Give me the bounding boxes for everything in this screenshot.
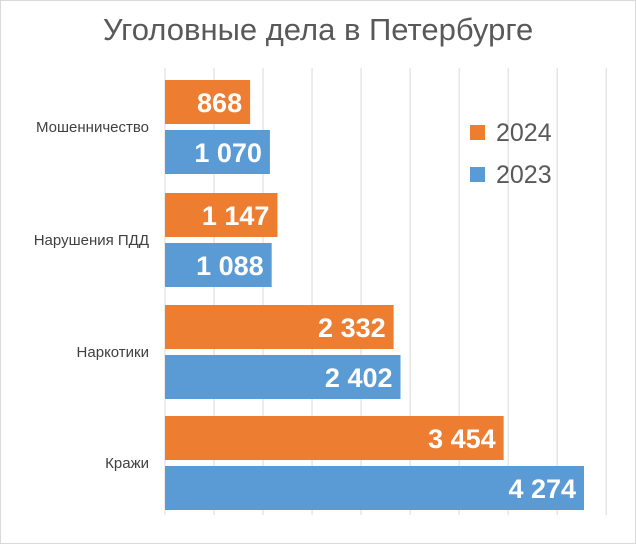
category-label: Кражи bbox=[105, 455, 149, 472]
bar-2023 bbox=[165, 130, 270, 174]
bar-2023 bbox=[165, 243, 272, 287]
data-label-2024: 1 147 bbox=[202, 201, 270, 231]
bar-2024 bbox=[165, 416, 504, 460]
bar-2023 bbox=[165, 355, 401, 399]
bar-2023 bbox=[165, 466, 585, 510]
bar-2024 bbox=[165, 305, 394, 349]
data-label-2024: 868 bbox=[197, 88, 242, 118]
data-label-2023: 4 274 bbox=[508, 474, 576, 504]
bar-2024 bbox=[165, 80, 251, 124]
category-label: Нарушения ПДД bbox=[34, 232, 149, 249]
category-label: Мошенничество bbox=[36, 119, 149, 136]
category-label: Наркотики bbox=[77, 344, 149, 361]
legend-swatch-2024 bbox=[470, 125, 485, 140]
data-label-2024: 3 454 bbox=[428, 424, 496, 454]
data-label-2023: 1 070 bbox=[194, 138, 262, 168]
chart-title: Уголовные дела в Петербурге bbox=[102, 12, 534, 47]
bar-2024 bbox=[165, 193, 278, 237]
data-label-2024: 2 332 bbox=[318, 313, 386, 343]
legend-label-2023: 2023 bbox=[496, 161, 552, 189]
legend-swatch-2023 bbox=[470, 167, 485, 182]
data-label-2023: 2 402 bbox=[325, 363, 393, 393]
legend-label-2024: 2024 bbox=[496, 119, 552, 147]
data-label-2023: 1 088 bbox=[196, 251, 264, 281]
